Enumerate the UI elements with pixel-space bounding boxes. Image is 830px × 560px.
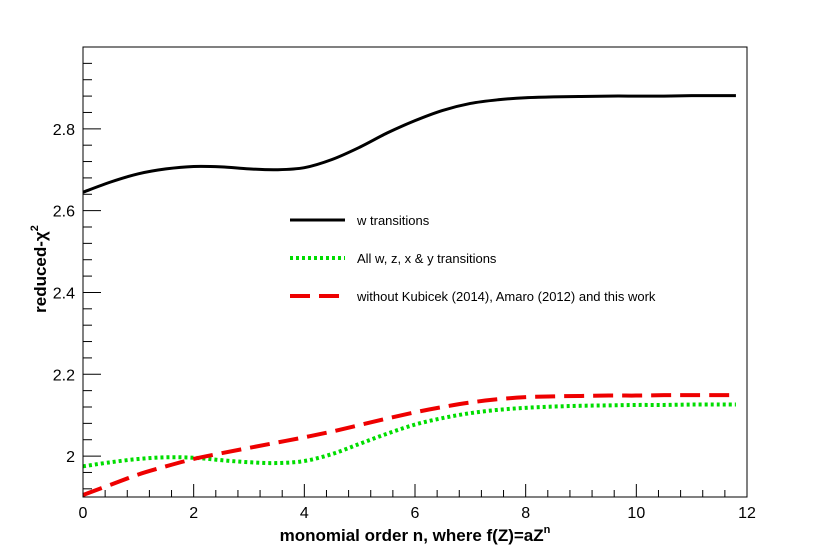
y-tick-label: 2 (66, 449, 75, 466)
plot-frame (82, 46, 748, 498)
x-tick-label: 2 (189, 505, 198, 522)
tick-labels: 0 2 4 6 8 10 12 2 2.2 2.4 2.6 2.8 (53, 122, 756, 522)
legend: w transitions All w, z, x & y transitions… (290, 213, 656, 304)
x-tick-label: 4 (300, 505, 309, 522)
legend-label-1: w transitions (356, 213, 430, 228)
series-line-1 (82, 94, 736, 194)
y-axis-title: reduced-χ2 (29, 225, 50, 313)
series-lines (82, 94, 736, 497)
y-tick-label: 2.6 (53, 204, 75, 221)
legend-label-2: All w, z, x & y transitions (357, 251, 497, 266)
y-tick-label: 2.8 (53, 122, 75, 139)
x-tick-label: 6 (411, 505, 420, 522)
x-tick-label: 10 (627, 505, 645, 522)
series-line-3 (82, 393, 736, 497)
x-tick-label: 12 (738, 505, 756, 522)
y-tick-label: 2.4 (53, 285, 75, 302)
y-tick-label: 2.2 (53, 367, 75, 384)
axis-ticks (82, 46, 748, 497)
series-line-2 (82, 402, 736, 469)
x-tick-label: 0 (79, 505, 88, 522)
x-tick-label: 8 (521, 505, 530, 522)
x-axis-title: monomial order n, where f(Z)=aZn (280, 524, 551, 545)
legend-label-3: without Kubicek (2014), Amaro (2012) and… (356, 289, 656, 304)
